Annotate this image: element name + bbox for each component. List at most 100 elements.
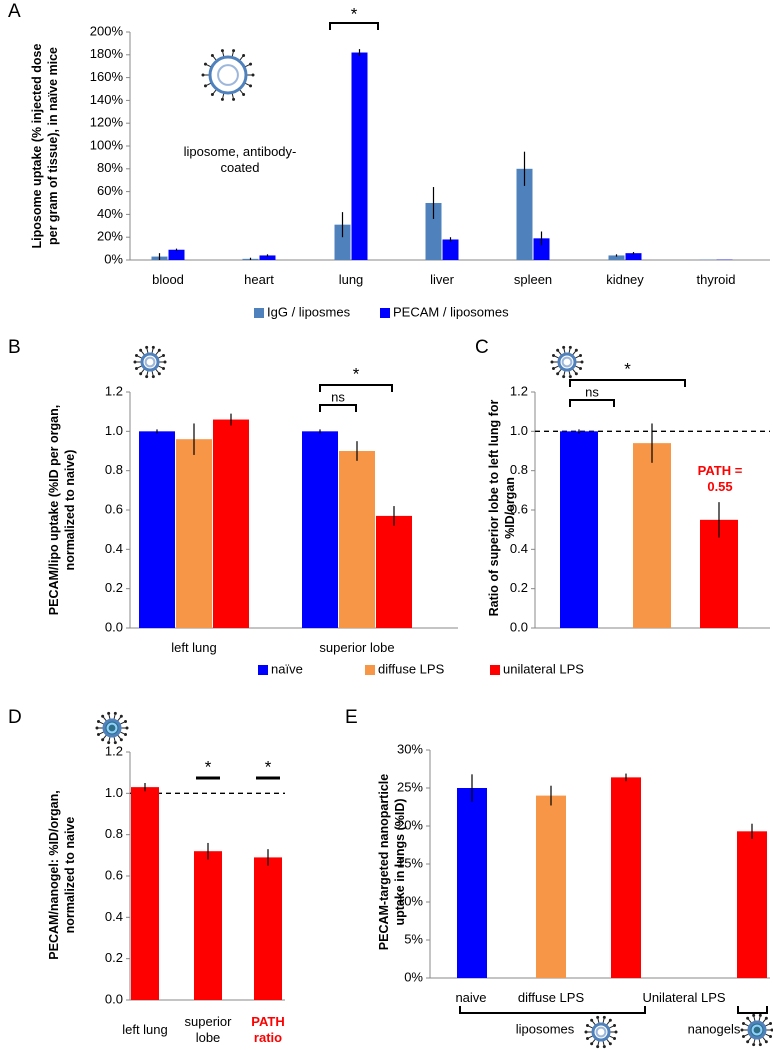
y-tick-label: 0.8 [510,462,528,477]
y-tick-label: 25% [397,779,423,794]
icon-tip [574,372,578,376]
icon-tip [562,375,566,379]
icon-tip [249,84,253,88]
icon-tip [242,93,246,97]
x-tick-label: lung [338,272,364,287]
icon-shell [591,1022,611,1042]
icon-tip [220,97,224,101]
group-bracket [459,1006,646,1014]
y-tick-label: 0.6 [105,867,123,882]
y-tick-label: 0.0 [105,619,123,634]
bar [213,419,249,628]
icon-shell [140,352,160,372]
group-label: liposomes [516,1021,575,1036]
y-tick-label: 0.0 [510,619,528,634]
bar [334,224,351,260]
legend-swatch [258,665,268,675]
panel-label: B [8,337,21,358]
y-tick-label: 140% [90,92,124,107]
icon-tip [242,53,246,57]
legend-label: unilateral LPS [503,661,584,676]
bar [302,431,338,628]
y-tick-label: 15% [397,855,423,870]
significance-label: * [205,757,212,776]
y-tick-label: 0.2 [105,580,123,595]
x-tick-label: blood [152,272,184,287]
icon-tip [769,1035,773,1039]
bar [536,795,566,978]
significance-label: * [624,359,631,378]
icon-tip [602,1045,606,1049]
icon-tip [96,733,100,737]
bar [425,203,442,260]
icon-tip [125,726,129,730]
icon-tip [764,1016,768,1020]
icon-tip [585,1037,589,1041]
icon-tip [741,1021,745,1025]
icon-tip [113,711,117,715]
icon-tip [556,348,560,352]
icon-tip [124,733,128,737]
bar [625,253,642,260]
icon-inner [217,64,239,86]
icon-tip [251,73,255,77]
icon-tip [568,345,572,349]
y-tick-label: 1.2 [105,743,123,758]
icon-tip [741,1035,745,1039]
icon-tip [210,53,214,57]
legend-label: PECAM / liposomes [393,304,509,319]
panel-label: D [8,707,22,728]
panel-label: A [8,1,21,22]
bar [516,168,533,260]
icon-tip [769,1021,773,1025]
icon-tip [162,367,166,371]
y-tick-label: 20% [397,817,423,832]
icon-tip [758,1043,762,1047]
x-tick-label: Unilateral LPS [642,990,726,1005]
icon-tip [145,345,149,349]
icon-tip [551,353,555,357]
legend-swatch [254,308,264,318]
panel-label: E [345,707,358,728]
y-tick-label: 0.2 [105,950,123,965]
x-tick-label: PATH ratio [251,1014,285,1045]
y-tick-label: 10% [397,893,423,908]
y-tick-label: 1.2 [510,383,528,398]
y-tick-label: 30% [397,741,423,756]
bar [633,443,671,628]
icon-tip [157,372,161,376]
icon-tip [596,1015,600,1019]
legend-label: IgG / liposmes [267,304,351,319]
icon-tip [139,372,143,376]
icon-tip [752,1043,756,1047]
x-tick-label: naive [455,990,487,1005]
y-tick-label: 0% [404,969,423,984]
y-tick-label: 5% [404,931,423,946]
bar [176,439,212,628]
icon-inner [595,1026,607,1038]
y-tick-label: 180% [90,46,124,61]
bar [457,788,487,978]
y-tick-label: 1.0 [510,423,528,438]
y-axis-label: PECAM/lipo uptake (%ID per organ, normal… [47,404,77,616]
group-bracket [737,1006,768,1014]
icon-tip [139,348,143,352]
bar [131,787,159,1000]
y-tick-label: 0% [104,251,123,266]
bar [700,519,738,628]
bar [560,431,598,628]
icon-tip [151,345,155,349]
bar [376,515,412,628]
y-tick-label: 0.4 [105,541,123,556]
icon-tip [157,348,161,352]
x-tick-label: left lung [171,640,217,655]
annotation: PATH = 0.55 [697,463,743,494]
x-tick-label: kidney [606,272,644,287]
icon-tip [608,1018,612,1022]
icon-inner [561,356,573,368]
icon-tip [550,360,554,364]
icon-inner [106,722,118,734]
icon-tip [145,375,149,379]
icon-tip [249,62,253,66]
